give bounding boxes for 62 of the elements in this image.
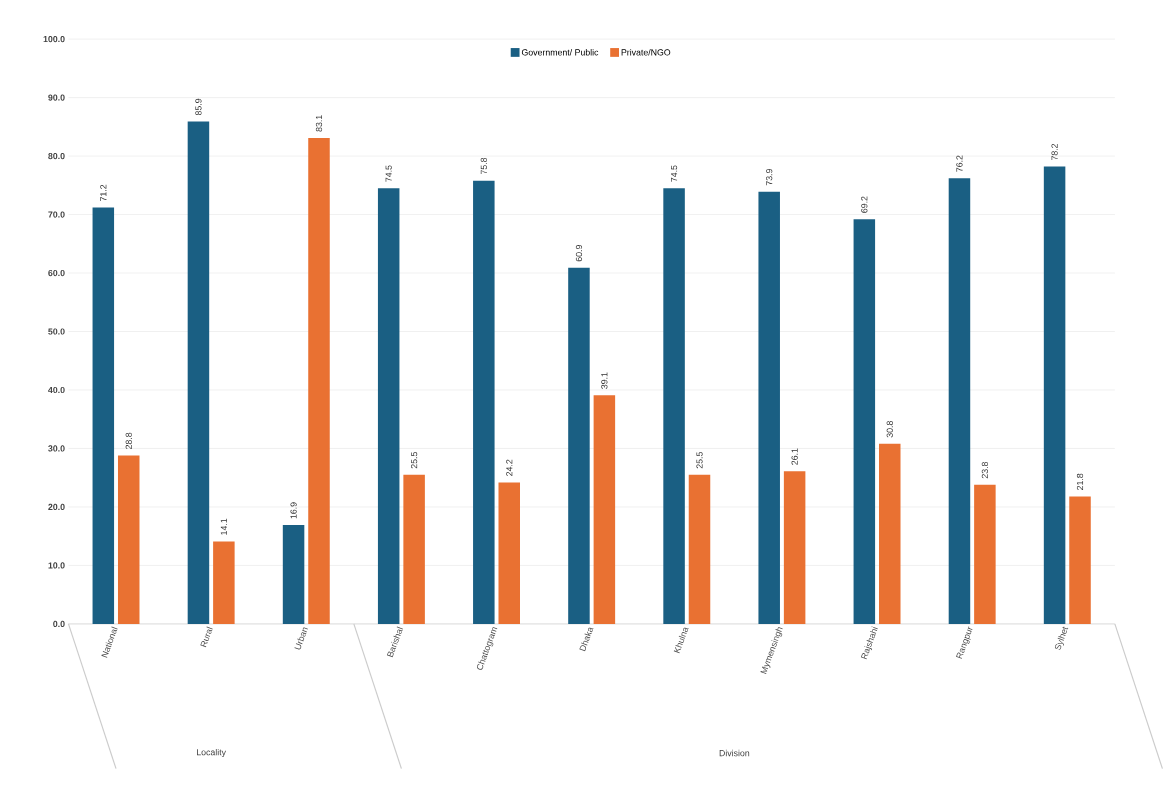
y-tick-label: 20.0 (48, 503, 65, 510)
bar (1069, 496, 1091, 624)
bar (948, 178, 971, 624)
data-label: 73.9 (766, 168, 773, 186)
data-label: 24.2 (506, 459, 513, 476)
bar (853, 219, 876, 624)
bar (187, 121, 210, 624)
text: Division (719, 749, 750, 757)
data-label: 21.8 (1076, 473, 1084, 490)
bar (403, 474, 425, 624)
bar (688, 474, 711, 624)
data-label: 25.5 (411, 451, 418, 469)
bar (473, 180, 495, 624)
bar (498, 482, 520, 624)
bar (1043, 166, 1066, 624)
data-label: 71.2 (100, 184, 107, 201)
y-tick-label: 40.0 (48, 386, 65, 393)
data-label: 85.9 (195, 98, 202, 116)
legend-label: Government/ Public (521, 48, 599, 56)
bar (568, 267, 590, 624)
bar (974, 484, 996, 624)
bar (117, 455, 140, 624)
y-tick-label: 90.0 (48, 94, 65, 101)
data-label: 23.8 (981, 461, 988, 479)
data-label: 74.5 (385, 165, 392, 182)
y-tick-label: 80.0 (48, 152, 65, 160)
text: Locality (197, 748, 226, 757)
y-tick-label: 60.0 (48, 269, 65, 277)
y-tick-label: 100.0 (43, 35, 65, 43)
bar (593, 395, 616, 624)
y-tick-label: 50.0 (48, 328, 65, 335)
data-label: 75.8 (480, 157, 487, 175)
bar (92, 207, 115, 624)
data-label: 74.5 (671, 165, 678, 182)
bar (879, 443, 901, 624)
data-label: 16.9 (290, 502, 297, 519)
legend-label: Private/NGO (621, 48, 671, 56)
data-label: 78.2 (1051, 143, 1058, 160)
bar (282, 524, 305, 624)
data-label: 69.2 (861, 196, 868, 213)
data-label: 83.1 (315, 115, 323, 132)
y-tick-label: 10.0 (48, 562, 65, 569)
data-label: 30.8 (886, 420, 893, 438)
y-tick-label: 30.0 (48, 445, 65, 452)
bar (308, 137, 330, 624)
bar (783, 471, 806, 624)
data-label: 39.1 (601, 372, 608, 389)
data-label: 28.8 (125, 432, 132, 449)
y-tick-label: 0.0 (53, 620, 65, 627)
bar (377, 188, 400, 624)
x-tick-label: Urban (294, 627, 308, 650)
data-label: 26.1 (791, 448, 798, 465)
y-tick-label: 70.0 (48, 211, 65, 218)
x-tick-label: Rural (200, 626, 213, 648)
bar (758, 191, 780, 624)
x-tick-label: Sylhet (1054, 626, 1069, 650)
data-label: 60.9 (575, 244, 583, 262)
data-label: 25.5 (696, 451, 703, 469)
data-label: 76.2 (956, 155, 963, 172)
data-label: 14.1 (220, 518, 227, 535)
bar (663, 188, 685, 624)
bar (213, 541, 235, 624)
